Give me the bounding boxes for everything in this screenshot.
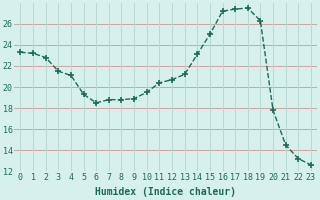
X-axis label: Humidex (Indice chaleur): Humidex (Indice chaleur)	[95, 187, 236, 197]
